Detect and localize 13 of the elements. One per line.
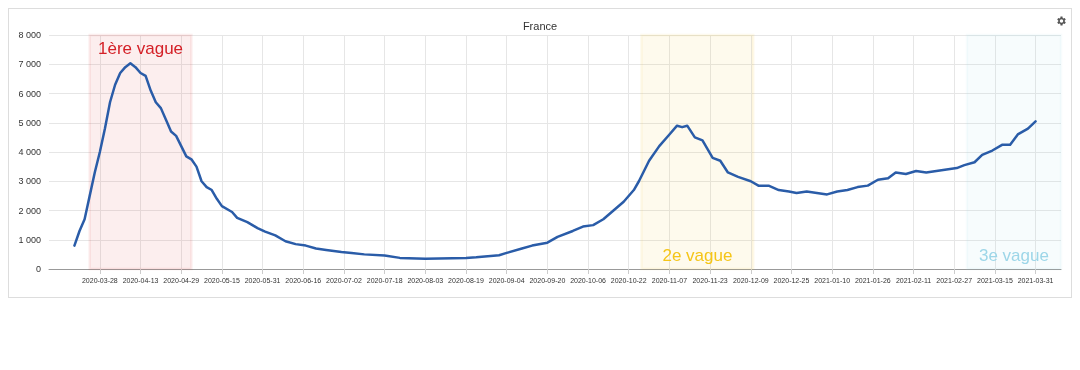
chart-title: France [522,19,558,32]
y-tick-label: 5 000 [18,117,41,128]
y-tick-label: 0 [35,264,41,274]
y-tick-label: 7 000 [18,59,41,70]
y-tick-label: 1 000 [18,234,41,245]
y-tick-label: 4 000 [18,147,41,157]
y-tick-label: 2 000 [18,205,41,216]
y-tick-label: 6 000 [18,88,41,99]
y-tick-label: 3 000 [18,176,41,187]
band-label: 3e vague [978,246,1049,266]
band-label: 1ère vague [98,38,184,58]
band-label: 2e vague [662,246,733,266]
y-tick-label: 8 000 [18,30,41,40]
